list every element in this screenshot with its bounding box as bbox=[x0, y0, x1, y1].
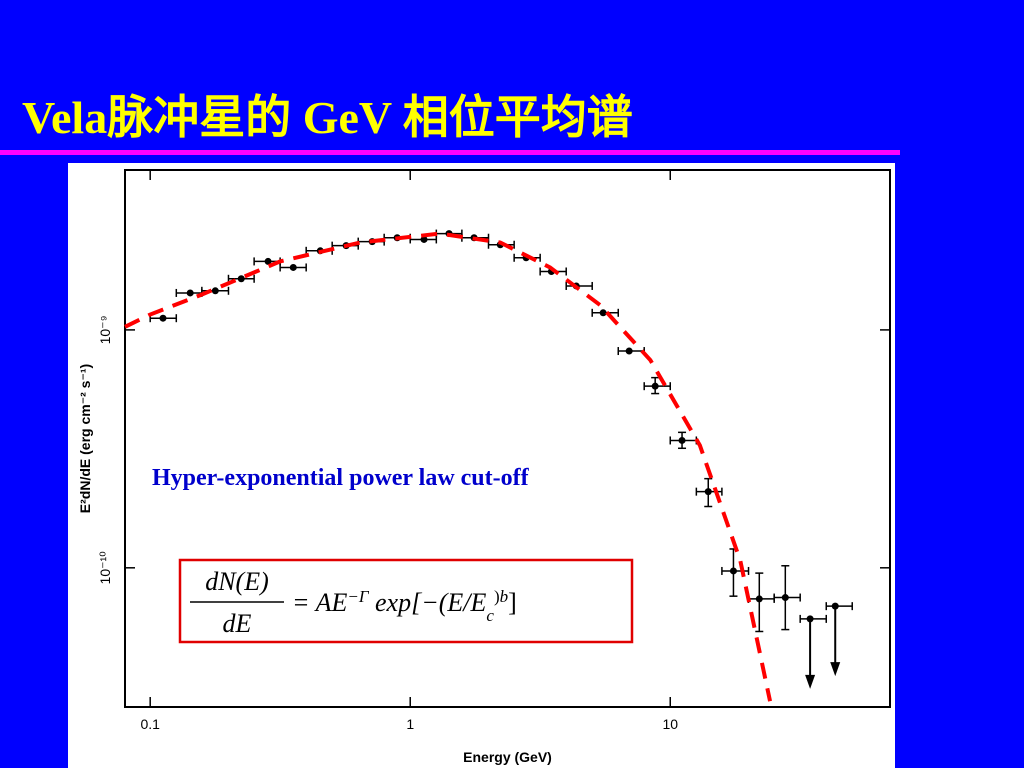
data-point bbox=[599, 309, 607, 317]
annotation: Hyper-exponential power law cut-off bbox=[152, 465, 530, 491]
slide-title: Vela脉冲星的 GeV 相位平均谱 bbox=[22, 92, 633, 143]
data-point bbox=[159, 314, 167, 322]
formula-part: b bbox=[500, 587, 509, 606]
formula-box bbox=[178, 558, 634, 644]
y-axis-label: E²dN/dE (erg cm⁻² s⁻¹) bbox=[77, 364, 93, 513]
data-point bbox=[678, 436, 686, 444]
data-point bbox=[755, 595, 763, 603]
formula-part: exp[−(E/E bbox=[369, 588, 487, 617]
data-point bbox=[289, 263, 297, 271]
x-axis-label: Energy (GeV) bbox=[463, 749, 552, 765]
upper-limit-head bbox=[805, 674, 816, 689]
x-tick-label: 10 bbox=[662, 716, 678, 732]
data-point bbox=[729, 567, 737, 575]
y-tick-label: 10⁻¹⁰ bbox=[97, 551, 113, 585]
data-point bbox=[806, 615, 814, 623]
y-tick-label: 10⁻⁹ bbox=[97, 315, 113, 344]
data-point bbox=[625, 347, 633, 355]
data-point bbox=[420, 235, 428, 243]
title-underline bbox=[0, 150, 900, 155]
formula-part: ) bbox=[494, 587, 500, 606]
formula-part: −Γ bbox=[347, 587, 369, 606]
formula-part: c bbox=[486, 606, 494, 625]
x-tick-label: 1 bbox=[406, 716, 414, 732]
formula-denominator: dE bbox=[223, 609, 252, 638]
formula-part: = AE bbox=[292, 588, 347, 617]
x-tick-label: 0.1 bbox=[140, 716, 160, 732]
data-point bbox=[781, 594, 789, 602]
chart-background bbox=[68, 163, 895, 768]
data-point bbox=[237, 275, 245, 283]
data-point bbox=[651, 382, 659, 390]
upper-limit-head bbox=[830, 662, 841, 677]
data-point bbox=[211, 287, 219, 295]
plot-frame bbox=[124, 169, 891, 708]
data-point bbox=[186, 289, 194, 297]
formula-rhs: = AE−Γ exp[−(E/Ec)b] bbox=[292, 587, 517, 625]
data-point bbox=[704, 488, 712, 496]
formula-part: ] bbox=[508, 588, 517, 617]
fit-curve bbox=[124, 231, 773, 702]
data-point bbox=[264, 257, 272, 265]
formula-numerator: dN(E) bbox=[205, 567, 269, 596]
data-point bbox=[831, 602, 839, 610]
